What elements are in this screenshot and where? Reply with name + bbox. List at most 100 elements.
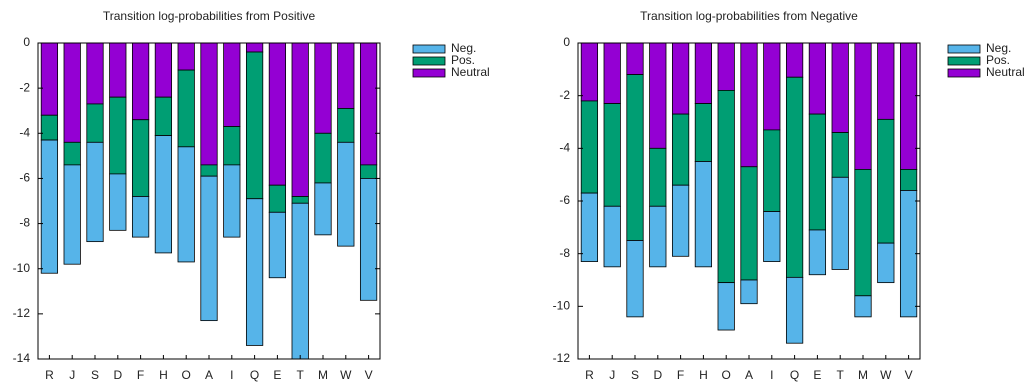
legend-swatch (947, 68, 981, 78)
bar-segment (314, 43, 332, 134)
legend-swatch (412, 56, 446, 66)
bar-segment (717, 282, 735, 331)
y-tick-label: -14 (13, 351, 31, 365)
chart-title: Transition log-probabilities from Positi… (103, 9, 316, 23)
bar-segment (337, 108, 355, 143)
bar-segment (580, 43, 599, 102)
bar-segment (40, 43, 59, 116)
x-tick-label: I (230, 368, 233, 382)
bar-segment (763, 43, 781, 131)
bar-segment (40, 139, 59, 274)
x-tick-label: R (45, 368, 54, 382)
bars (580, 43, 918, 344)
y-tick-label: -2 (19, 80, 30, 94)
bar-segment (808, 43, 827, 115)
x-tick-label: H (159, 368, 168, 382)
bar-segment (268, 184, 287, 213)
bar-segment (899, 168, 918, 191)
bar-segment (223, 43, 241, 127)
y-tick-label: -12 (553, 351, 571, 365)
legend-label: Neg. (986, 41, 1011, 55)
y-tick-label: -2 (559, 88, 570, 102)
bar-segment (603, 103, 621, 207)
x-tick-label: I (770, 368, 773, 382)
bar-segment (626, 240, 644, 318)
bar-segment (717, 90, 735, 284)
y-tick-label: -10 (13, 261, 31, 275)
bar-segment (131, 119, 150, 197)
bar-segment (200, 164, 218, 177)
legend-label: Neg. (451, 41, 476, 55)
bar-segment (291, 196, 309, 204)
bar-segment (831, 132, 849, 178)
x-tick-label: F (137, 368, 144, 382)
bars (40, 43, 378, 359)
bar-segment (740, 166, 758, 281)
x-tick-label: E (273, 368, 281, 382)
bar-segment (245, 198, 264, 346)
bar-segment (86, 103, 104, 143)
x-tick-label: W (880, 368, 892, 382)
legend-swatch (412, 44, 446, 54)
x-tick-label: D (113, 368, 122, 382)
bar-segment (694, 103, 713, 162)
bar-segment (109, 173, 127, 231)
bar-segment (223, 164, 241, 238)
bar-segment (877, 43, 895, 120)
y-tick-label: -6 (559, 193, 570, 207)
bar-segment (154, 135, 173, 254)
bar-segment (740, 279, 758, 305)
legend-label: Pos. (986, 53, 1010, 67)
bar-segment (109, 43, 127, 98)
bar-segment (785, 276, 804, 344)
legend-label: Neutral (451, 65, 490, 79)
bar-segment (268, 43, 287, 186)
y-tick-label: -4 (19, 125, 30, 139)
x-tick-label: E (813, 368, 821, 382)
bar-segment (649, 205, 667, 268)
bar-segment (899, 43, 918, 170)
bar-segment (314, 182, 332, 236)
bar-segment (63, 164, 81, 265)
bar-segment (877, 118, 895, 244)
legend-swatch (412, 68, 446, 78)
bar-segment (245, 51, 264, 200)
x-tick-label: O (182, 368, 191, 382)
bar-segment (63, 141, 81, 166)
bar-segment (694, 161, 713, 268)
bar-segment (626, 74, 644, 241)
legend-swatch (947, 44, 981, 54)
bar-segment (785, 43, 804, 78)
y-tick-label: -12 (13, 306, 31, 320)
x-tick-label: W (340, 368, 352, 382)
y-tick-label: -10 (553, 299, 571, 313)
bar-segment (337, 43, 355, 109)
bar-segment (854, 43, 872, 170)
x-tick-label: T (837, 368, 845, 382)
x-tick-label: D (653, 368, 662, 382)
bar-segment (86, 141, 104, 243)
bar-segment (649, 147, 667, 207)
chart: Transition log-probabilities from Negati… (553, 9, 1025, 382)
bar-segment (854, 168, 872, 297)
bar-segment (854, 295, 872, 318)
bar-segment (831, 43, 849, 133)
chart-title: Transition log-probabilities from Negati… (640, 9, 858, 23)
x-tick-label: O (722, 368, 731, 382)
bar-segment (314, 132, 332, 184)
bar-segment (763, 129, 781, 212)
bar-segment (223, 126, 241, 166)
legend-swatch (947, 56, 981, 66)
bar-segment (291, 202, 309, 359)
bar-segment (177, 43, 195, 71)
x-tick-label: Q (790, 368, 799, 382)
x-tick-label: S (91, 368, 99, 382)
x-tick-label: A (205, 368, 213, 382)
bar-segment (603, 43, 621, 104)
bar-segment (131, 43, 150, 121)
bar-segment (808, 229, 827, 276)
bar-segment (359, 43, 378, 166)
bar-segment (808, 113, 827, 231)
bar-segment (603, 205, 621, 268)
